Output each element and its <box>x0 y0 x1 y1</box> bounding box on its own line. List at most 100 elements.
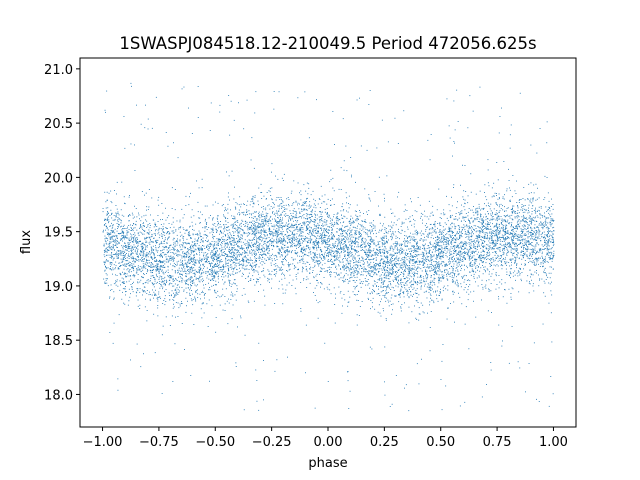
data-point <box>246 209 248 211</box>
data-point <box>218 257 220 259</box>
data-point <box>108 216 109 218</box>
data-point <box>360 249 362 251</box>
data-point <box>320 220 322 222</box>
data-point <box>439 240 441 242</box>
data-point <box>377 249 379 251</box>
data-point <box>380 252 382 254</box>
data-point <box>392 258 393 259</box>
data-point <box>363 226 364 228</box>
data-point <box>232 231 234 232</box>
data-point <box>141 254 143 256</box>
data-point <box>502 248 504 250</box>
data-point <box>384 286 386 287</box>
data-point <box>129 262 131 263</box>
data-point <box>317 230 319 232</box>
data-point <box>412 284 414 286</box>
data-point <box>345 259 347 261</box>
data-point <box>115 215 117 216</box>
data-point <box>392 268 394 270</box>
data-point <box>356 264 358 266</box>
data-point <box>316 254 318 255</box>
data-point <box>289 229 291 231</box>
data-point <box>217 266 218 267</box>
data-point <box>291 246 293 248</box>
data-point <box>505 242 507 244</box>
data-point <box>294 287 296 289</box>
data-point <box>364 247 366 249</box>
data-point <box>341 312 343 314</box>
data-point <box>359 261 361 263</box>
data-point <box>269 249 270 251</box>
data-point <box>215 273 216 275</box>
data-point <box>256 270 258 272</box>
data-point <box>232 251 233 253</box>
data-point <box>243 224 245 225</box>
data-point <box>378 271 379 273</box>
data-point <box>500 243 502 245</box>
data-point <box>194 233 196 235</box>
data-point <box>206 258 208 260</box>
data-point <box>303 214 305 215</box>
data-point <box>206 271 208 273</box>
data-point <box>244 334 246 336</box>
data-point <box>551 218 553 220</box>
data-point <box>340 167 342 169</box>
data-point <box>446 237 448 239</box>
data-point <box>465 306 467 308</box>
data-point <box>413 268 415 270</box>
data-point <box>547 243 549 245</box>
data-point <box>338 235 339 236</box>
data-point <box>548 233 549 234</box>
data-point <box>470 241 472 243</box>
data-point <box>455 281 456 283</box>
data-point <box>350 252 352 254</box>
data-point <box>179 281 181 283</box>
data-point <box>199 241 201 243</box>
data-point <box>493 231 495 232</box>
data-point <box>431 259 433 261</box>
data-point <box>190 277 191 279</box>
data-point <box>318 198 320 200</box>
data-point <box>192 251 194 252</box>
data-point <box>533 245 535 247</box>
data-point <box>267 269 269 271</box>
data-point <box>141 261 143 262</box>
data-point <box>185 247 186 248</box>
data-point <box>372 284 374 286</box>
data-point <box>324 241 325 243</box>
data-point <box>473 277 475 279</box>
data-point <box>233 235 235 236</box>
data-point <box>112 342 114 344</box>
data-point <box>232 247 234 249</box>
data-point <box>227 244 229 246</box>
data-point <box>539 128 541 129</box>
data-point <box>258 215 259 217</box>
data-point <box>498 233 500 235</box>
data-point <box>231 318 233 320</box>
data-point <box>341 297 343 299</box>
data-point <box>405 384 407 386</box>
data-point <box>275 221 277 222</box>
data-point <box>141 250 143 252</box>
data-point <box>355 214 357 216</box>
data-point <box>504 215 506 217</box>
data-point <box>174 209 176 211</box>
data-point <box>159 256 161 258</box>
data-point <box>308 241 310 243</box>
data-point <box>115 267 116 269</box>
data-point <box>321 250 322 252</box>
data-point <box>528 240 530 242</box>
data-point <box>128 300 130 302</box>
data-point <box>212 275 214 277</box>
data-point <box>112 269 114 271</box>
data-point <box>342 203 344 205</box>
data-point <box>123 253 124 255</box>
data-point <box>281 240 283 242</box>
data-point <box>381 238 383 240</box>
data-point <box>251 268 253 270</box>
data-point <box>233 247 235 248</box>
data-point <box>272 218 273 220</box>
data-point <box>409 275 411 277</box>
data-point <box>490 210 492 212</box>
data-point <box>544 212 545 214</box>
